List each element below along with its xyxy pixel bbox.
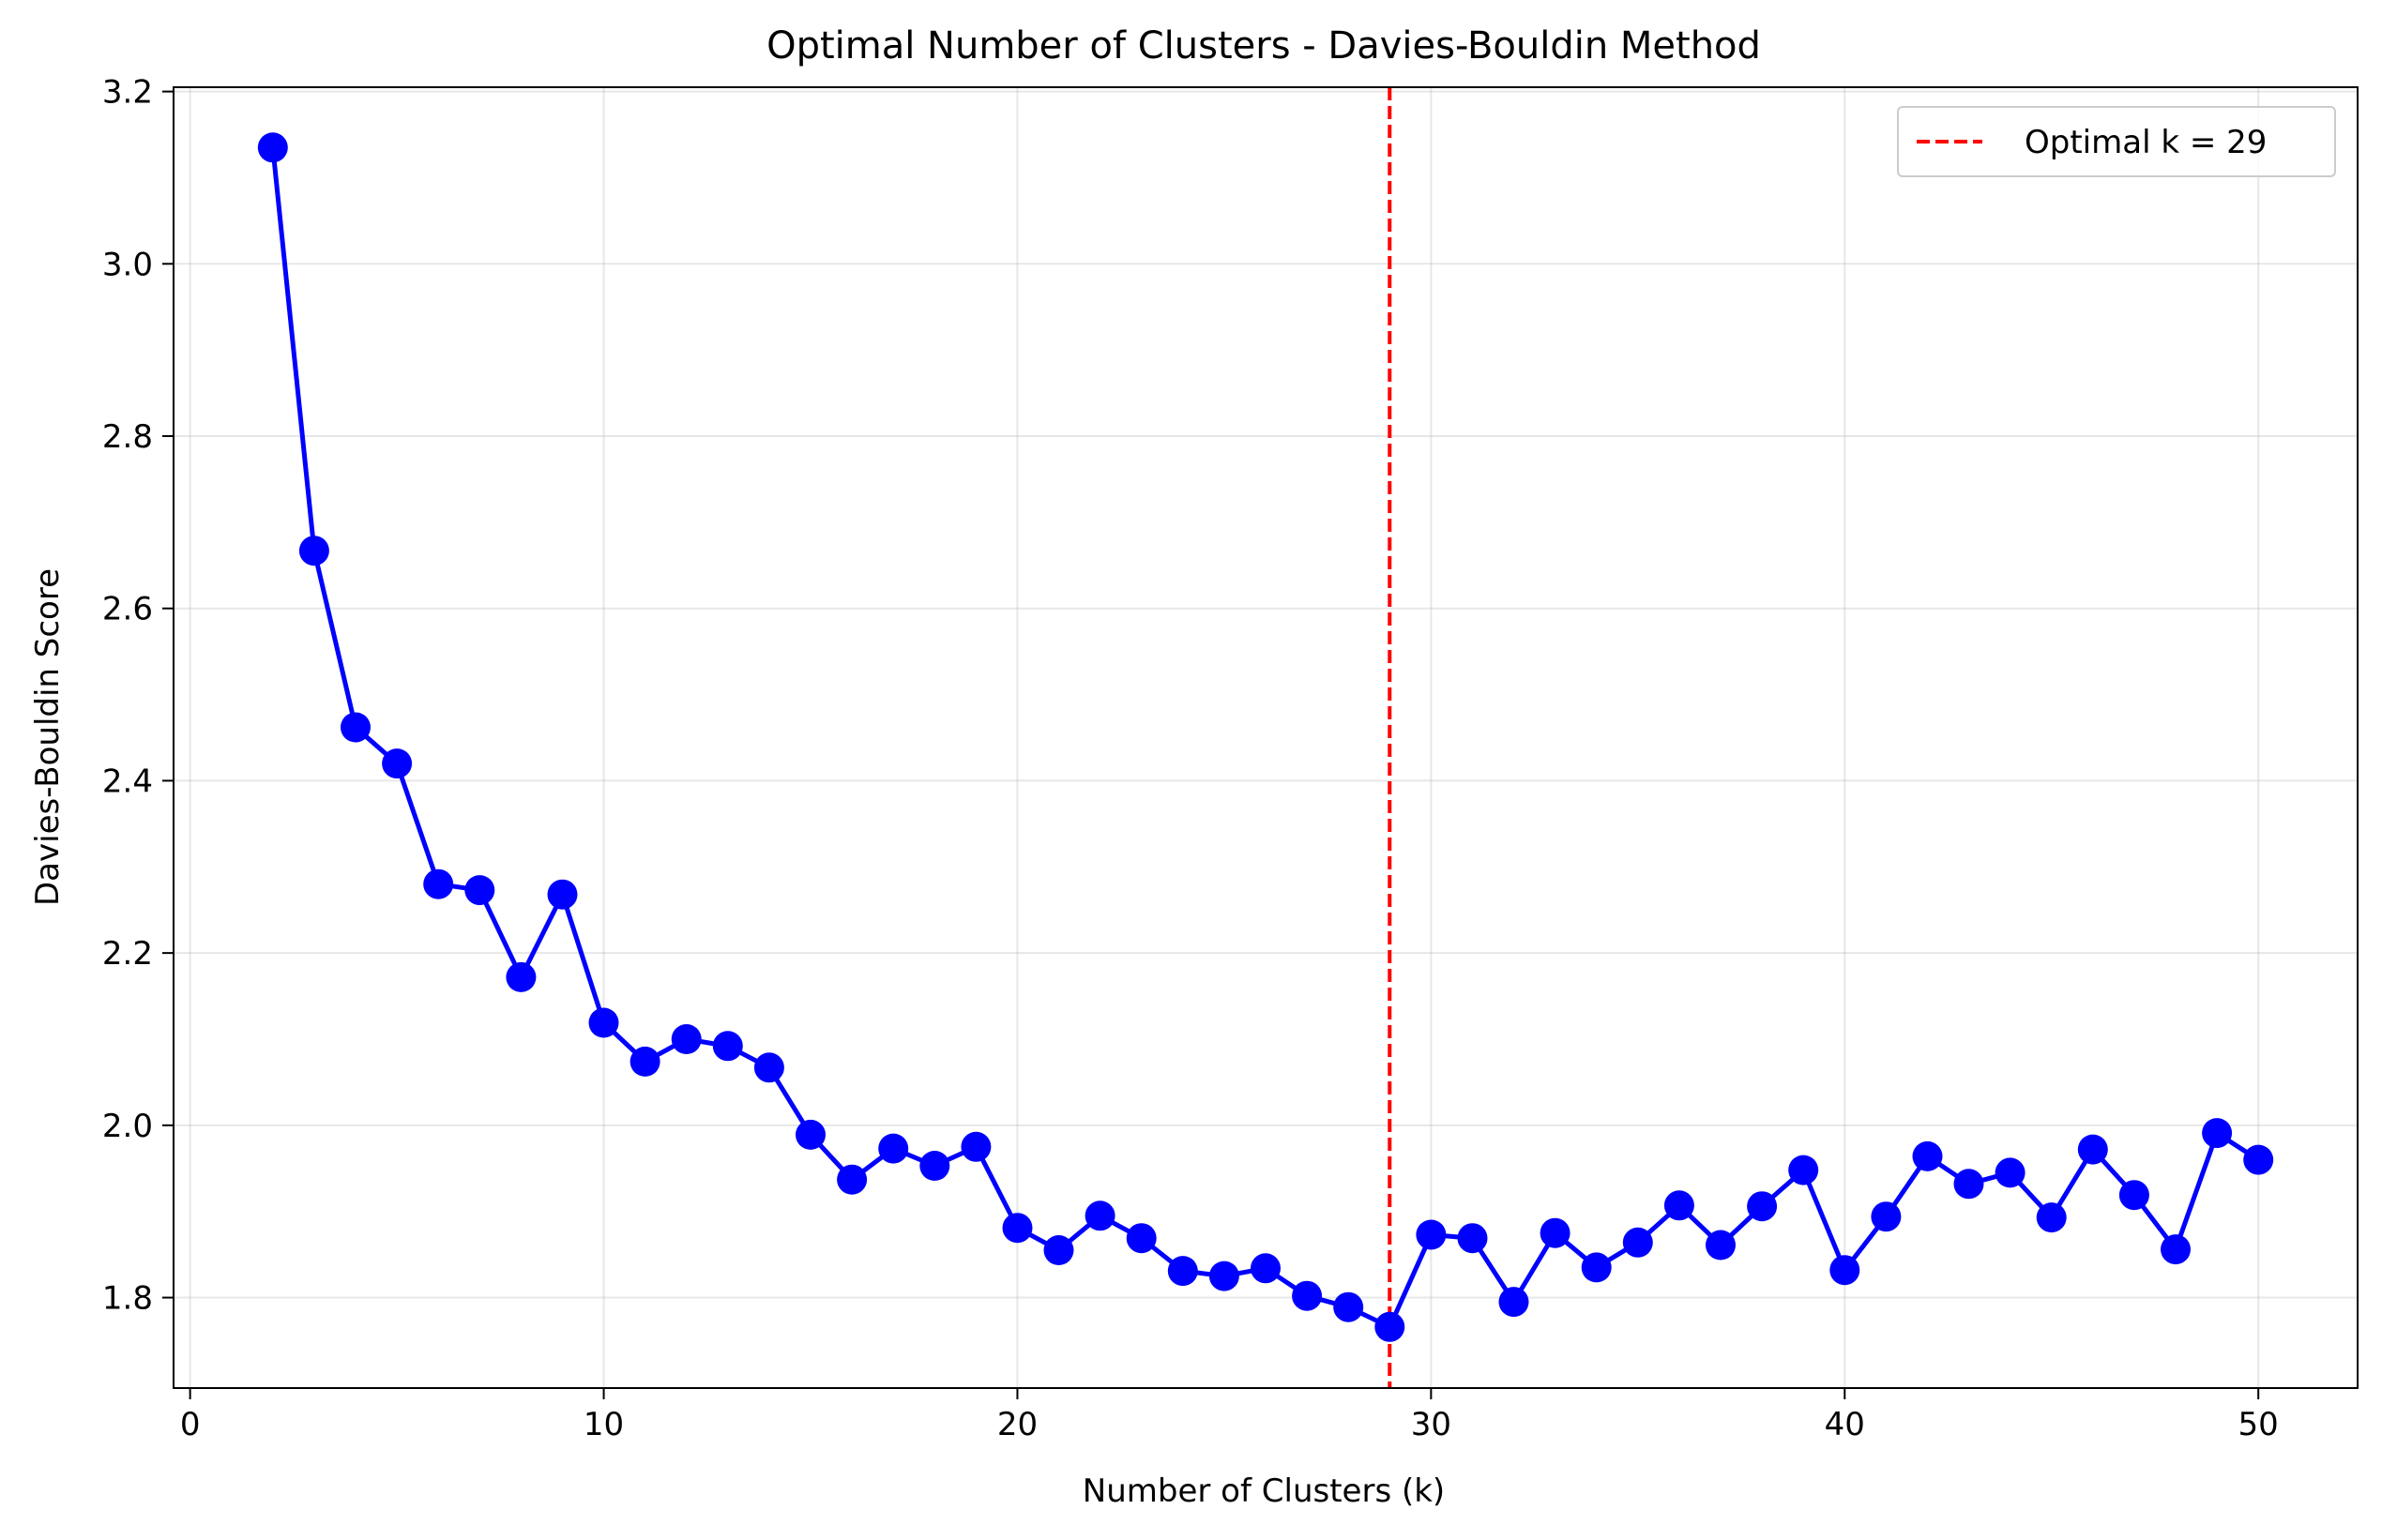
x-tick-label: 50: [2238, 1406, 2279, 1443]
y-axis-ticks: 1.8 2.0 2.2 2.4 2.6 2.8 3.0 3.2: [102, 74, 174, 1318]
y-axis-label: Davies-Bouldin Score: [29, 568, 67, 906]
data-point: [1829, 1255, 1860, 1286]
y-tick-label: 3.2: [102, 74, 153, 112]
x-tick-label: 0: [180, 1406, 201, 1443]
data-point: [382, 748, 413, 779]
data-point: [1085, 1200, 1115, 1231]
y-tick-label: 1.8: [102, 1280, 153, 1318]
data-point: [2077, 1134, 2108, 1165]
data-point: [1788, 1155, 1819, 1185]
y-tick-label: 2.2: [102, 935, 153, 973]
data-point: [547, 879, 578, 910]
grid-layer: [174, 87, 2358, 1388]
data-point: [1126, 1223, 1157, 1254]
y-tick-label: 2.6: [102, 591, 153, 628]
data-point: [588, 1007, 619, 1038]
data-point: [878, 1133, 909, 1164]
data-point: [837, 1164, 868, 1195]
legend: Optimal k = 29: [1897, 106, 2336, 177]
chart-title: Optimal Number of Clusters - Davies-Boul…: [766, 24, 1761, 68]
data-point: [2161, 1234, 2191, 1265]
data-point: [1663, 1190, 1694, 1221]
data-point: [1374, 1311, 1405, 1342]
data-point: [671, 1024, 702, 1054]
data-point: [341, 712, 371, 743]
data-point: [1747, 1191, 1778, 1222]
x-tick-label: 20: [997, 1406, 1038, 1443]
data-point: [961, 1131, 992, 1162]
data-point: [2243, 1144, 2274, 1175]
series-layer: [257, 132, 2274, 1342]
data-point: [1498, 1287, 1529, 1318]
data-point: [1457, 1223, 1488, 1254]
x-tick-label: 10: [584, 1406, 624, 1443]
legend-box: [1897, 106, 2336, 177]
data-point: [1581, 1252, 1612, 1283]
data-point: [464, 875, 495, 906]
data-point: [257, 132, 288, 163]
data-point: [1333, 1291, 1364, 1322]
x-tick-label: 40: [1825, 1406, 1865, 1443]
data-point: [1208, 1261, 1239, 1291]
y-tick-label: 2.8: [102, 418, 153, 456]
data-point: [919, 1151, 950, 1181]
data-point: [796, 1119, 826, 1150]
y-tick-label: 3.0: [102, 246, 153, 283]
data-point: [1995, 1157, 2025, 1188]
data-point: [1622, 1227, 1653, 1258]
data-point: [1292, 1280, 1323, 1311]
data-point: [506, 961, 537, 992]
data-point: [1416, 1219, 1447, 1250]
plot-frame: [173, 86, 2359, 1389]
data-point: [1251, 1253, 1281, 1284]
data-point: [2036, 1202, 2067, 1233]
data-point: [630, 1046, 660, 1077]
data-point: [1953, 1169, 1984, 1200]
data-point: [298, 536, 329, 566]
x-axis-ticks: 0 10 20 30 40 50: [180, 1388, 2279, 1443]
data-point: [423, 868, 454, 899]
legend-entry-label: Optimal k = 29: [2025, 124, 2267, 161]
data-point: [1043, 1235, 1074, 1265]
data-point: [1912, 1140, 1943, 1171]
data-point: [2202, 1118, 2233, 1149]
x-axis-label: Number of Clusters (k): [1083, 1472, 1445, 1510]
data-point: [1871, 1201, 1902, 1232]
y-tick-label: 2.0: [102, 1108, 153, 1145]
data-point: [712, 1031, 743, 1062]
data-point: [1540, 1217, 1570, 1248]
data-point: [1167, 1256, 1198, 1287]
data-point: [753, 1052, 784, 1083]
data-point: [1706, 1230, 1736, 1261]
data-point: [1002, 1213, 1033, 1244]
x-tick-label: 30: [1411, 1406, 1451, 1443]
data-point: [2118, 1180, 2149, 1211]
y-tick-label: 2.4: [102, 762, 153, 800]
